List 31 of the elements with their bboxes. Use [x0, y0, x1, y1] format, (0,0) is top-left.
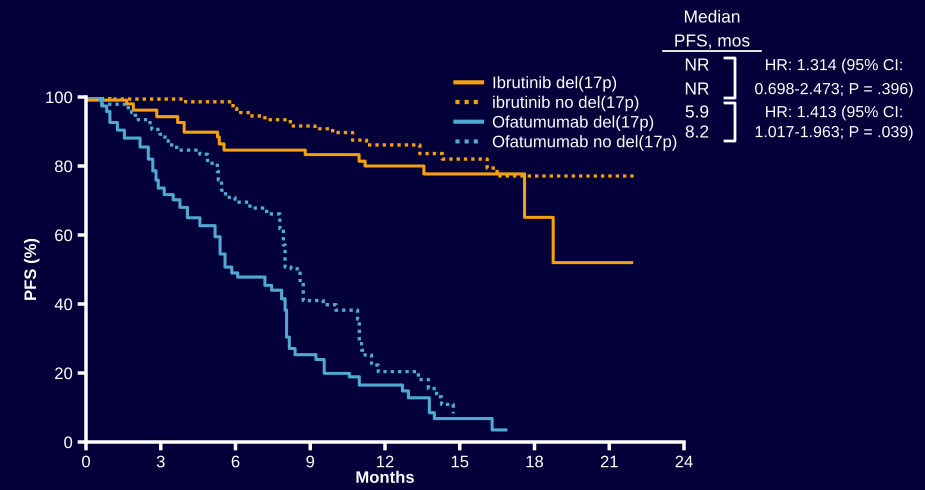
x-tick-label: 15 — [452, 456, 468, 468]
y-tick-label: 20 — [55, 367, 72, 380]
legend-label: ibrutinib no del(17p) — [493, 96, 638, 112]
text: NR — [686, 82, 709, 94]
x-tick-label: 21 — [600, 456, 618, 468]
legend-label: Ibrutinib del(17p) — [494, 76, 616, 92]
x-tick-label: 6 — [232, 456, 240, 468]
text: 8.2 — [686, 125, 708, 138]
text: Median — [684, 10, 740, 23]
y-tick-label: 0 — [64, 436, 72, 448]
y-tick-label: 80 — [54, 160, 72, 172]
text: 0.698-2.473; P = .396) — [755, 82, 913, 98]
legend-label: Ofatumumab del(17p) — [492, 115, 654, 132]
text: NR — [686, 58, 709, 70]
x-tick-label: 9 — [306, 456, 314, 468]
x-tick-label: 3 — [156, 456, 165, 468]
x-tick-label: 18 — [526, 456, 544, 468]
legend-label: Ofatumumab no del(17p) — [492, 135, 676, 151]
x-tick-label: 24 — [676, 456, 693, 468]
text: 5.9 — [686, 105, 708, 118]
text: HR: 1.413 (95% CI: — [766, 106, 902, 120]
text: PFS, mos — [675, 34, 750, 49]
text: HR: 1.314 (95% CI: — [766, 58, 902, 74]
y-tick-label: 100 — [46, 91, 72, 104]
text: 1.017-1.963; P = .039) — [756, 126, 913, 140]
x-tick-label: 12 — [377, 456, 394, 468]
y-tick-label: 60 — [55, 229, 72, 242]
x-tick-label: 0 — [82, 456, 90, 468]
y-axis-title: PFS (%) — [24, 238, 40, 300]
y-tick-label: 40 — [54, 298, 72, 310]
x-axis-title: Months — [356, 470, 414, 483]
